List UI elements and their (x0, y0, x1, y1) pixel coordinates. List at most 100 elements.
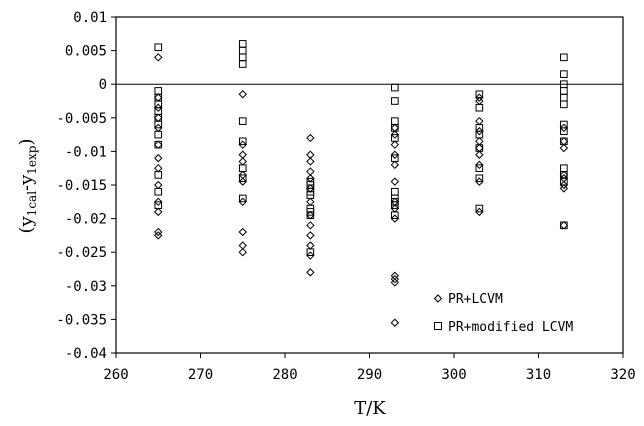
data-point-pr-lcvm (559, 123, 569, 133)
data-point-pr-modified-lcvm (391, 154, 399, 162)
data-point-pr-modified-lcvm (238, 137, 247, 146)
data-point-pr-modified-lcvm (306, 248, 315, 256)
diamond-icon (433, 294, 443, 303)
x-tick-label: 290 (357, 367, 382, 383)
data-point-pr-modified-lcvm (391, 83, 399, 92)
y-tick-label: 0.01 (73, 10, 107, 26)
data-point-pr-modified-lcvm (560, 221, 568, 230)
data-point-pr-modified-lcvm (306, 211, 315, 220)
x-axis-title: T/K (354, 398, 386, 419)
x-tick-label: 260 (103, 367, 128, 383)
legend-label-pr-modified-lcvm: PR+modified LCVM (448, 320, 573, 335)
data-point-pr-modified-lcvm (391, 124, 399, 132)
y-axis-title-main: (y (16, 216, 37, 234)
data-point-pr-modified-lcvm (475, 164, 484, 172)
data-point-pr-modified-lcvm (391, 211, 399, 220)
data-point-pr-lcvm (238, 140, 247, 149)
data-point-pr-modified-lcvm (560, 177, 568, 186)
data-point-pr-modified-lcvm (475, 90, 484, 99)
y-axis-title-end: ) (16, 138, 37, 145)
data-point-pr-lcvm (390, 214, 400, 223)
data-point-pr-lcvm (390, 278, 400, 287)
data-point-pr-lcvm (306, 251, 315, 260)
data-point-pr-modified-lcvm (560, 127, 568, 136)
data-point-pr-lcvm (475, 177, 484, 186)
y-tick-label: -0.03 (65, 279, 107, 295)
data-point-pr-lcvm (154, 103, 163, 112)
y-axis-title-sub1: 1cal (25, 191, 39, 217)
plot-area (115, 16, 624, 354)
data-point-pr-lcvm (306, 221, 315, 230)
svg-text:(y1cal-y1exp): (y1cal-y1exp) (16, 138, 39, 233)
data-point-pr-lcvm (306, 268, 315, 277)
legend-entry-pr-lcvm: PR+LCVM (433, 292, 503, 307)
data-point-pr-modified-lcvm (560, 53, 568, 62)
data-point-pr-modified-lcvm (154, 187, 163, 196)
data-point-pr-modified-lcvm (154, 171, 163, 179)
data-point-pr-lcvm (154, 53, 163, 62)
x-tick-label: 300 (441, 367, 466, 383)
data-point-pr-modified-lcvm (560, 70, 568, 78)
y-tick-label: -0.04 (65, 346, 107, 362)
data-point-pr-lcvm (390, 130, 400, 139)
data-point-pr-modified-lcvm (560, 100, 568, 109)
x-tick-label: 310 (526, 367, 551, 383)
data-point-pr-modified-lcvm (475, 174, 484, 183)
y-axis: 0.01 0.005 0 -0.005 -0.01 -0.015 -0.02 -0.025 -0… (56, 10, 116, 362)
data-point-pr-lcvm (475, 127, 484, 136)
y-axis-title: (y1cal-y1exp) (16, 138, 39, 233)
data-point-pr-modified-lcvm (391, 134, 399, 142)
data-point-pr-modified-lcvm (238, 174, 247, 183)
data-point-pr-lcvm (475, 93, 484, 102)
data-point-pr-modified-lcvm (238, 164, 247, 172)
data-point-pr-lcvm (154, 153, 163, 163)
data-point-pr-modified-lcvm (391, 97, 399, 105)
y-tick-label: -0.015 (56, 178, 107, 194)
data-point-pr-lcvm (154, 197, 163, 207)
data-point-pr-modified-lcvm (475, 103, 484, 112)
data-point-pr-modified-lcvm (475, 204, 484, 213)
data-point-pr-lcvm (238, 197, 247, 207)
square-icon (434, 322, 442, 330)
data-point-pr-lcvm (475, 160, 484, 170)
y-tick-label: 0.005 (65, 44, 107, 60)
data-point-pr-lcvm (390, 274, 400, 284)
x-axis: 260 270 280 290 300 310 320 (103, 353, 636, 383)
data-point-pr-modified-lcvm (154, 130, 163, 139)
y-tick-label: -0.01 (65, 144, 107, 160)
data-point-pr-lcvm (390, 140, 400, 149)
y-tick-label: -0.035 (56, 312, 107, 328)
y-tick-label: -0.025 (56, 245, 107, 261)
x-tick-label: 270 (188, 367, 213, 383)
data-point-pr-modified-lcvm (306, 191, 315, 199)
x-tick-label: 320 (610, 367, 635, 383)
legend: PR+LCVM PR+modified LCVM (433, 292, 573, 335)
data-point-pr-modified-lcvm (391, 201, 399, 209)
data-point-pr-lcvm (238, 90, 247, 99)
data-point-pr-modified-lcvm (154, 43, 163, 52)
data-point-pr-modified-lcvm (154, 140, 163, 149)
data-point-pr-lcvm (390, 318, 400, 327)
data-point-pr-lcvm (559, 143, 569, 153)
y-axis-title-mid: -y (16, 174, 37, 191)
x-tick-label: 280 (272, 367, 297, 383)
data-point-pr-lcvm (306, 157, 315, 166)
data-point-pr-lcvm (238, 247, 247, 257)
legend-entry-pr-modified-lcvm: PR+modified LCVM (434, 320, 573, 335)
data-point-pr-modified-lcvm (560, 137, 568, 146)
data-point-pr-lcvm (559, 184, 569, 193)
y-axis-title-sub2: 1exp (25, 145, 39, 175)
data-point-pr-lcvm (559, 180, 569, 190)
legend-label-pr-lcvm: PR+LCVM (448, 292, 503, 307)
data-point-pr-lcvm (475, 207, 484, 217)
data-point-pr-lcvm (390, 177, 400, 186)
data-point-pr-modified-lcvm (475, 144, 484, 152)
data-point-pr-lcvm (390, 160, 400, 170)
data-point-pr-lcvm (154, 227, 163, 237)
data-point-pr-modified-lcvm (238, 117, 247, 125)
data-point-pr-lcvm (238, 227, 247, 237)
y-tick-label: 0 (99, 77, 107, 93)
data-point-pr-lcvm (238, 177, 247, 186)
data-point-pr-modified-lcvm (238, 194, 247, 203)
